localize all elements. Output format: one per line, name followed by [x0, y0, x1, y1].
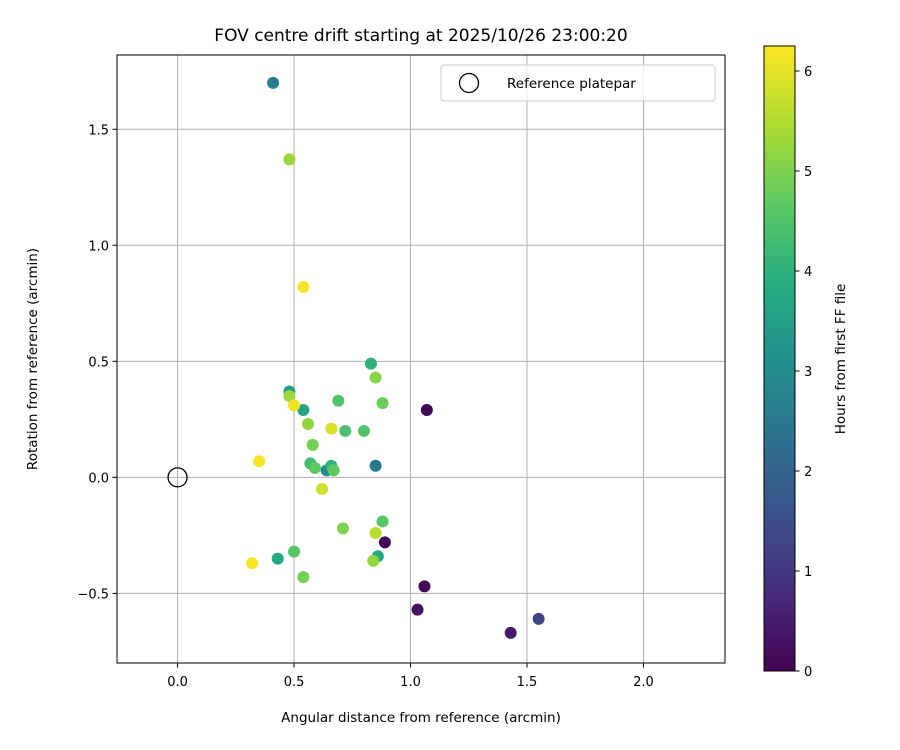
data-point — [411, 603, 424, 616]
colorbar-tick-label: 1 — [804, 565, 812, 580]
data-point — [283, 153, 296, 166]
data-point — [325, 422, 338, 435]
y-tick-label: 1.0 — [88, 239, 109, 254]
data-point — [253, 455, 266, 468]
data-point — [315, 482, 328, 495]
data-point — [418, 580, 431, 593]
data-point — [271, 552, 284, 565]
data-point — [306, 438, 319, 451]
data-point — [369, 527, 382, 540]
x-axis-ticks: 0.0 0.5 1.0 1.5 2.0 — [167, 663, 654, 690]
y-tick-label: 0.5 — [88, 355, 109, 370]
reference-layer — [167, 467, 188, 488]
colorbar: 0 1 2 3 4 5 6 Hours from first FF file — [763, 45, 849, 680]
x-tick-label: 0.0 — [167, 675, 188, 690]
data-point — [297, 571, 310, 584]
data-point — [302, 417, 315, 430]
legend-label-reference: Reference platepar — [507, 76, 636, 92]
x-tick-label: 2.0 — [633, 675, 654, 690]
data-point — [283, 390, 296, 403]
x-tick-label: 1.0 — [400, 675, 421, 690]
data-point — [309, 462, 322, 475]
colorbar-gradient — [763, 45, 796, 672]
data-point — [297, 404, 310, 417]
colorbar-tick-label: 5 — [804, 165, 812, 180]
data-point — [339, 424, 352, 437]
data-points — [246, 76, 545, 639]
data-point — [369, 371, 382, 384]
chart-title: FOV centre drift starting at 2025/10/26 … — [214, 26, 627, 46]
reference-platepar-marker — [167, 467, 188, 488]
data-point — [288, 399, 301, 412]
plot-frame — [116, 54, 726, 664]
data-point — [327, 464, 340, 477]
legend-marker-reference — [458, 72, 480, 94]
colorbar-tick-label: 6 — [804, 65, 812, 80]
data-point — [357, 424, 370, 437]
colorbar-ticks: 0 1 2 3 4 5 6 — [795, 65, 812, 680]
data-point — [297, 281, 310, 294]
colorbar-tick-label: 4 — [804, 265, 812, 280]
x-tick-label: 0.5 — [284, 675, 305, 690]
data-point — [369, 459, 382, 472]
data-point — [364, 357, 377, 370]
data-point — [367, 554, 380, 567]
data-point — [288, 545, 301, 558]
data-point — [532, 612, 545, 625]
y-tick-label: 0.0 — [88, 471, 109, 486]
colorbar-tick-label: 0 — [804, 665, 812, 680]
data-point — [378, 536, 391, 549]
x-tick-label: 1.5 — [517, 675, 538, 690]
data-point — [376, 397, 389, 410]
colorbar-tick-label: 3 — [804, 365, 812, 380]
legend-box — [440, 64, 716, 102]
y-tick-label: 1.5 — [88, 123, 109, 138]
data-point — [420, 404, 433, 417]
x-axis-label: Angular distance from reference (arcmin) — [281, 710, 561, 726]
grid-lines — [117, 55, 725, 663]
y-tick-label: −0.5 — [77, 587, 109, 602]
colorbar-tick-label: 2 — [804, 465, 812, 480]
y-axis-ticks: −0.5 0.0 0.5 1.0 1.5 — [77, 123, 117, 602]
data-point — [504, 626, 517, 639]
legend: Reference platepar — [440, 64, 716, 102]
colorbar-label: Hours from first FF file — [833, 284, 849, 435]
data-point — [246, 557, 259, 570]
data-point — [267, 76, 280, 89]
data-point — [336, 522, 349, 535]
data-point — [332, 394, 345, 407]
data-point — [376, 515, 389, 528]
y-axis-label: Rotation from reference (arcmin) — [25, 248, 41, 470]
